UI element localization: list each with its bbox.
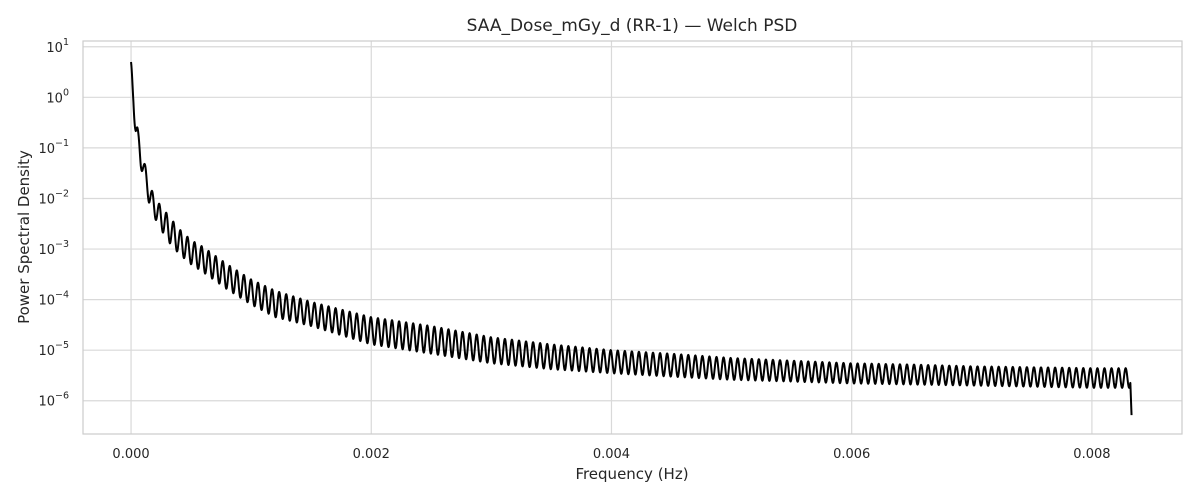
x-axis-label: Frequency (Hz) — [575, 465, 688, 483]
x-tick-label: 0.000 — [112, 447, 149, 462]
y-tick-label: 10−1 — [38, 138, 69, 157]
x-tick-label: 0.002 — [353, 447, 390, 462]
y-tick-labels: 10−6 10−5 10−4 10−3 10−2 10−1 100 101 — [38, 37, 69, 410]
y-tick-label: 10−2 — [38, 188, 69, 207]
plot-frame — [82, 40, 1183, 435]
y-tick-label: 10−3 — [38, 239, 69, 258]
y-tick-label: 10−5 — [38, 340, 69, 359]
y-axis-label: Power Spectral Density — [15, 150, 33, 324]
chart-title: SAA_Dose_mGy_d (RR-1) — Welch PSD — [467, 16, 798, 36]
y-tick-label: 101 — [46, 37, 69, 56]
grid-lines — [83, 41, 1182, 434]
plot-series — [130, 61, 1133, 416]
y-tick-label: 100 — [46, 87, 69, 106]
y-tick-label: 10−4 — [38, 290, 69, 309]
x-tick-label: 0.004 — [593, 447, 630, 462]
x-tick-label: 0.006 — [833, 447, 870, 462]
y-tick-label: 10−6 — [38, 391, 69, 410]
psd-line — [130, 61, 1133, 416]
x-tick-label: 0.008 — [1073, 447, 1110, 462]
x-tick-labels: 0.000 0.002 0.004 0.006 0.008 — [112, 447, 1110, 462]
